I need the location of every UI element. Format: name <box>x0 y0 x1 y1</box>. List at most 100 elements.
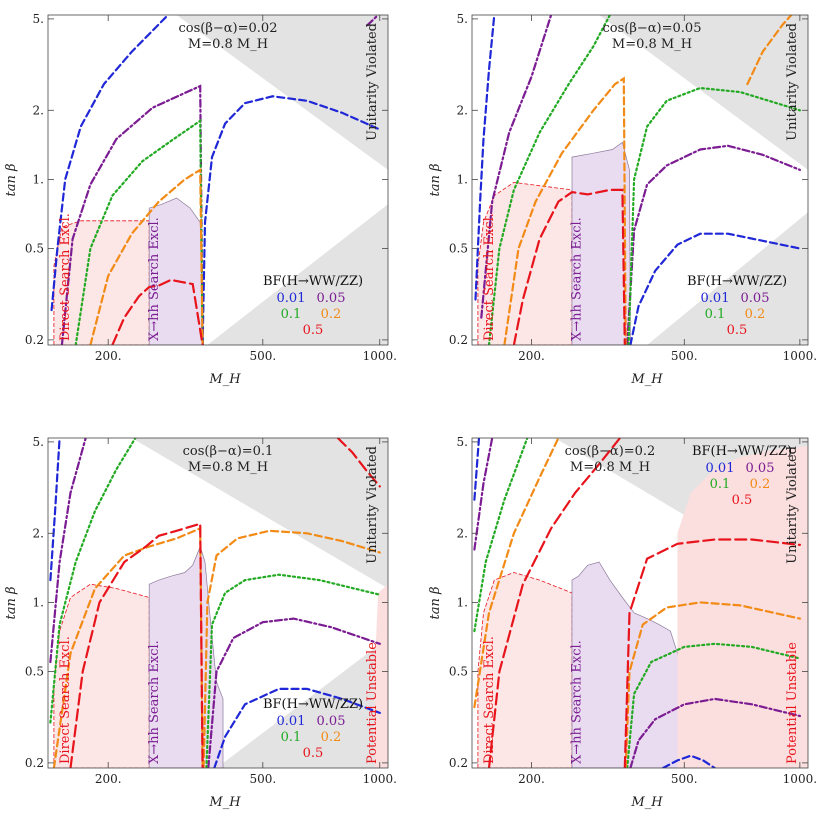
legend-entry-0.05: 0.05 <box>317 714 346 729</box>
panel-2: Unitarity Violated Direct Search Excl. X→h… <box>428 12 817 387</box>
series-line-bf-0.01 <box>49 438 61 582</box>
y-tick-label: 0.5 <box>25 665 44 679</box>
region-label-unitarity: Unitarity Violated <box>785 446 800 564</box>
series-line-bf-0.5 <box>336 438 381 488</box>
series-line-bf-0.01 <box>474 15 496 301</box>
legend-title: BF(H→WW/ZZ) <box>692 444 792 459</box>
series-line-bf-0.05 <box>207 617 381 768</box>
series-line-bf-0.5 <box>111 278 204 345</box>
series-line-bf-0.01 <box>201 95 381 345</box>
y-tick-label: 0.5 <box>25 242 44 256</box>
chart-title: cos(β−α)=0.05 <box>603 21 702 36</box>
series-line-bf-0.2 <box>473 438 560 709</box>
region-unstable <box>374 584 388 768</box>
plot-area <box>473 438 808 768</box>
y-tick-label: 1. <box>33 595 44 609</box>
y-tick-label: 0.2 <box>25 333 44 347</box>
region-label-xhh: X→hh Search Excl. <box>147 217 162 341</box>
legend-entry-0.2: 0.2 <box>745 307 766 322</box>
series-line-bf-0.5 <box>512 188 626 345</box>
y-tick-label: 1. <box>457 172 468 186</box>
series-line-bf-0.01 <box>661 754 716 768</box>
x-tick-label: 200. <box>95 349 122 363</box>
series-line-bf-0.5 <box>69 522 204 768</box>
series-line-bf-0.05 <box>480 15 553 319</box>
y-axis-label: tan β <box>4 164 19 197</box>
legend-entry-0.01: 0.01 <box>701 291 730 306</box>
y-tick-label: 0.5 <box>449 242 468 256</box>
chart-subtitle: M=0.8 M_H <box>188 460 268 475</box>
legend-entry-0.01: 0.01 <box>706 461 735 476</box>
y-tick-label: 0.2 <box>25 756 44 770</box>
legend: BF(H→WW/ZZ) 0.01 0.05 0.1 0.20.5 <box>692 444 792 508</box>
plot-area <box>49 438 388 768</box>
series-line-bf-0.1 <box>626 642 801 768</box>
legend-entry-0.01: 0.01 <box>277 714 306 729</box>
series-line-bf-0.05 <box>629 697 801 768</box>
legend-title: BF(H→WW/ZZ) <box>263 274 363 289</box>
panel-1: Unitarity Violated Direct Search Excl. X→h… <box>4 12 397 387</box>
x-tick-label: 1000. <box>783 772 817 786</box>
y-axis-label: tan β <box>428 587 443 620</box>
legend: BF(H→WW/ZZ) 0.01 0.05 0.1 0.20.5 <box>687 274 787 338</box>
plot-frame <box>471 14 809 346</box>
x-axis-label: M_H <box>630 795 663 810</box>
y-tick-label: 5. <box>33 12 44 26</box>
region-label-direct: Direct Search Excl. <box>482 636 497 764</box>
y-axis-label: tan β <box>428 164 443 197</box>
x-axis-label: M_H <box>208 795 241 810</box>
series-line-bf-0.5 <box>487 438 622 768</box>
legend-entry-0.2: 0.2 <box>750 477 771 492</box>
legend-entry-0.2: 0.2 <box>321 730 342 745</box>
region-label-unstable: Potential Unstable <box>785 642 800 764</box>
series-line-bf-0.2 <box>89 167 204 345</box>
series-line-bf-0.2 <box>624 601 801 768</box>
series-line-bf-0.05 <box>626 144 801 345</box>
region-label-unitarity: Unitarity Violated <box>365 23 380 141</box>
y-tick-label: 2. <box>457 526 468 540</box>
panel-4: Unitarity Violated Direct Search Excl. X→h… <box>428 435 817 810</box>
legend-title: BF(H→WW/ZZ) <box>263 697 363 712</box>
y-tick-label: 5. <box>457 12 468 26</box>
region-unitarity <box>131 438 388 589</box>
y-tick-label: 0.2 <box>449 333 468 347</box>
y-tick-label: 5. <box>457 435 468 449</box>
chart-title: cos(β−α)=0.1 <box>183 444 274 459</box>
panel-3: Unitarity Violated Direct Search Excl. X→h… <box>4 435 397 810</box>
x-tick-label: 500. <box>249 772 276 786</box>
series-line-bf-0.05 <box>366 15 380 27</box>
series-line-bf-0.2 <box>503 76 627 345</box>
region-label-unitarity: Unitarity Violated <box>365 446 380 564</box>
legend-entry-0.5: 0.5 <box>303 746 324 761</box>
series-line-bf-0.01 <box>50 15 170 312</box>
series-line-bf-0.1 <box>487 15 611 345</box>
plot-area <box>474 15 808 345</box>
y-tick-label: 2. <box>457 103 468 117</box>
x-tick-label: 200. <box>95 772 122 786</box>
region-unitarity <box>647 212 808 345</box>
region-direct <box>477 572 573 768</box>
series-line-bf-0.1 <box>473 438 529 633</box>
plot-frame <box>47 437 389 769</box>
legend-entry-0.2: 0.2 <box>321 307 342 322</box>
x-tick-label: 1000. <box>783 349 817 363</box>
legend-entry-0.1: 0.1 <box>281 730 302 745</box>
region-unstable <box>677 446 808 768</box>
series-line-bf-0.05 <box>473 438 494 551</box>
series-line-bf-0.2 <box>202 529 381 768</box>
x-tick-label: 500. <box>671 349 698 363</box>
region-unitarity <box>176 15 388 170</box>
series-line-bf-0.01 <box>629 232 801 345</box>
y-tick-label: 0.2 <box>449 756 468 770</box>
y-axis-label: tan β <box>4 587 19 620</box>
plot-frame <box>471 437 809 769</box>
legend-entry-0.1: 0.1 <box>281 307 302 322</box>
y-tick-label: 0.5 <box>449 665 468 679</box>
region-label-xhh: X→hh Search Excl. <box>570 640 585 764</box>
region-label-unitarity: Unitarity Violated <box>785 23 800 141</box>
region-label-direct: Direct Search Excl. <box>58 636 73 764</box>
legend-entry-0.01: 0.01 <box>277 291 306 306</box>
region-label-unstable: Potential Unstable <box>365 642 380 764</box>
legend-entry-0.05: 0.05 <box>741 291 770 306</box>
